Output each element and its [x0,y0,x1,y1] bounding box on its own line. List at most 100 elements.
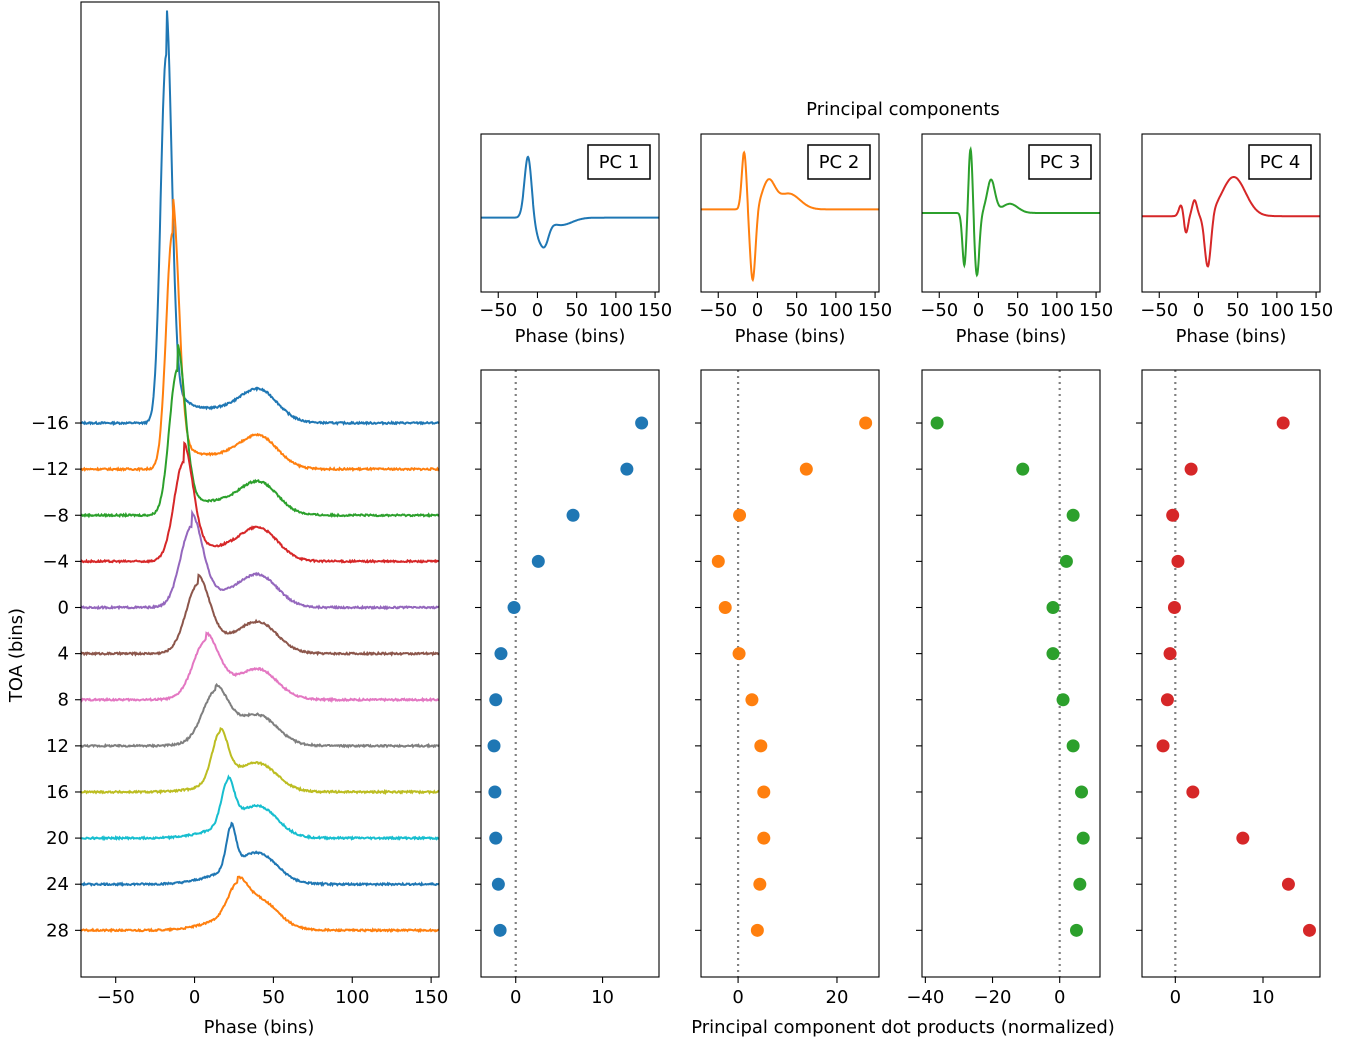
dot-point [1059,554,1073,568]
x-tick-label: 0 [1193,300,1204,321]
pc-xlabel: Phase (bins) [1176,326,1287,347]
dot-point [1160,693,1174,707]
pc-label: PC 3 [1040,152,1081,173]
x-tick-label: 50 [1226,300,1249,321]
dot-point [1236,831,1250,845]
dot-point [1281,877,1295,891]
dot-point [859,416,873,430]
x-tick-label: 150 [1079,300,1113,321]
pc-panel-4: PC 4 −50 0 50 100 150 Phase (bins) [1140,133,1333,347]
dot-point [489,693,503,707]
pc-frame [700,133,880,293]
pc-xlabel: Phase (bins) [956,326,1067,347]
x-tick-label: 150 [414,987,448,1008]
pc-curve [481,155,659,249]
profile-line [80,774,440,842]
y-tick-label: −8 [42,505,69,526]
profile-line [80,344,440,519]
x-tick-label: −50 [97,987,135,1008]
dot-point [494,647,508,661]
pc-panel-1: PC 1 −50 0 50 100 150 Phase (bins) [479,133,672,347]
y-tick-label: −4 [42,551,69,572]
profile-line [80,509,439,611]
dot-point [1069,923,1083,937]
dot-point [1302,923,1316,937]
pc-label-box [587,144,651,180]
pc-frame [480,133,660,293]
pc-frame [921,133,1101,293]
dot-point [757,831,771,845]
x-tick-label: 100 [819,300,853,321]
dot-point [1046,601,1060,614]
dot-point [487,739,501,753]
x-tick-label: 0 [1170,987,1181,1008]
dot-point [1163,647,1177,661]
y-tick-label: −16 [31,413,69,434]
dot-panel-1: 0 10 [475,369,660,1008]
dot-point [733,508,747,522]
pc-xlabel: Phase (bins) [735,326,846,347]
x-tick-label: −40 [906,987,944,1008]
dot-point [531,554,545,568]
dot-frame [480,369,660,978]
pc-curve [922,145,1100,278]
y-tick-label: −12 [31,459,69,480]
dot-point [1156,739,1170,753]
dot-panel-3: −40 −20 0 [906,369,1101,1008]
figure-suptitle: Principal components [806,99,1000,120]
dot-point [1076,831,1090,845]
pc-label-box [1028,144,1092,180]
dot-point [1066,739,1080,753]
profile-line [80,727,440,796]
x-tick-label: 0 [1054,987,1065,1008]
dot-frame [700,369,880,978]
x-tick-label: 0 [189,987,200,1008]
x-tick-label: 50 [785,300,808,321]
pc-label-box [807,144,871,180]
x-tick-label: 100 [1260,300,1294,321]
x-tick-label: −50 [1140,300,1178,321]
x-tick-label: 100 [599,300,633,321]
pc-curve [1142,176,1320,268]
pc-label: PC 4 [1260,152,1301,173]
dot-point [489,831,503,845]
x-tick-label: 100 [335,987,369,1008]
dot-point [1046,647,1060,661]
dot-point [1186,785,1200,799]
dot-point [1171,554,1185,568]
y-tick-label: 28 [46,920,69,941]
x-tick-label: −50 [699,300,737,321]
dot-point [620,462,634,476]
x-tick-label: 10 [1252,987,1275,1008]
y-tick-label: 20 [46,828,69,849]
dot-point [718,601,732,614]
dot-point [1066,508,1080,522]
dot-point [732,647,746,661]
x-tick-label: 150 [858,300,892,321]
dot-point [799,462,813,476]
pc-label: PC 1 [599,152,640,173]
y-tick-label: 4 [58,644,69,665]
pc-label-box [1248,144,1312,180]
y-tick-label: 24 [46,874,69,895]
pc-panel-3: PC 3 −50 0 50 100 150 Phase (bins) [920,133,1113,347]
dot-frame [1141,369,1321,978]
x-tick-label: 0 [732,987,743,1008]
profiles-frame [80,1,440,978]
dot-panel-4: 0 10 [1136,369,1321,1008]
profile-line [80,682,440,749]
profile-line [80,10,440,427]
dot-point [745,693,759,707]
dot-point [1016,462,1030,476]
x-tick-label: −50 [479,300,517,321]
dot-point [750,923,764,937]
x-tick-label: 100 [1040,300,1074,321]
dot-point [711,554,725,568]
y-tick-label: 16 [46,782,69,803]
x-tick-label: 10 [591,987,614,1008]
x-tick-label: −20 [974,987,1012,1008]
dot-point [493,923,507,937]
pc-frame [1141,133,1321,293]
